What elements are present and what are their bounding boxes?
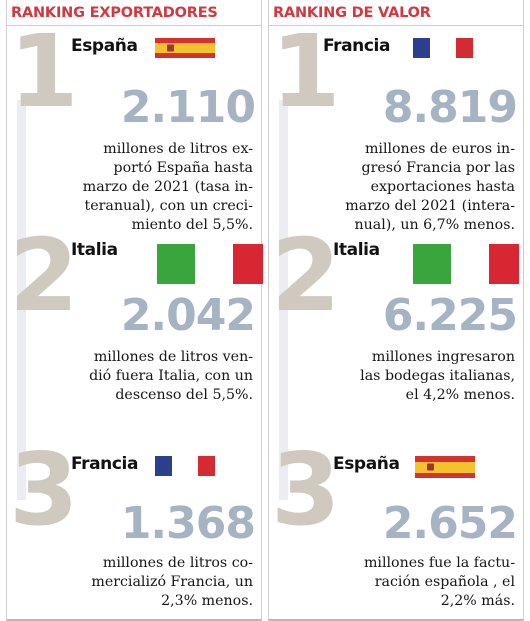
entry-description: millones de litros co- mercializó Franci…: [91, 555, 253, 609]
france-flag-icon: [155, 456, 215, 476]
column-header: RANKING DE VALOR: [269, 2, 523, 26]
entry-description: millones de euros in- gresó Francia por …: [345, 141, 515, 233]
export-value: 1.368: [120, 498, 256, 549]
italy-flag-icon: [413, 244, 519, 284]
country-name: Italia: [71, 240, 118, 260]
rank-number: 2: [9, 217, 79, 334]
export-value: 2.110: [120, 82, 256, 133]
spain-flag-icon: [415, 456, 475, 478]
country-name: Italia: [333, 240, 380, 260]
entry-description: millones de litros ex- portó España hast…: [82, 141, 253, 233]
decorative-stripe: [17, 100, 26, 500]
value-amount: 2.652: [382, 498, 518, 549]
entry-description: millones de litros ven- dió fuera Italia…: [89, 349, 253, 403]
rank-number: 3: [271, 431, 341, 548]
value-amount: 6.225: [382, 290, 518, 341]
country-name: Francia: [323, 36, 391, 56]
entry-description: millones fue la factu- ración española ,…: [363, 555, 515, 609]
ranking-entry: 1 Francia 8.819 millones de euros in- gr…: [269, 22, 523, 234]
rank-number: 1: [9, 13, 79, 130]
ranking-entry: 3 Francia 1.368 millones de litros co- m…: [7, 440, 261, 618]
ranking-entry: 1 España 2.110 millones de litros ex- po…: [7, 22, 261, 234]
entry-description: millones ingresaron las bodegas italiana…: [360, 349, 515, 403]
column-header: RANKING EXPORTADORES: [7, 2, 261, 26]
rank-number: 1: [271, 13, 341, 130]
spain-flag-icon: [155, 38, 215, 58]
italy-flag-icon: [157, 244, 263, 284]
rank-number: 2: [271, 217, 341, 334]
ranking-exportadores-column: RANKING EXPORTADORES 1 España 2.110 mill…: [6, 0, 263, 621]
france-flag-icon: [413, 38, 473, 58]
country-name: Francia: [71, 454, 139, 474]
export-value: 2.042: [120, 290, 256, 341]
rank-number: 3: [9, 431, 79, 548]
value-amount: 8.819: [382, 82, 518, 133]
decorative-stripe: [279, 100, 288, 500]
ranking-entry: 3 España 2.652 millones fue la factu- ra…: [269, 440, 523, 618]
ranking-entry: 2 Italia 6.225 millones ingresaron las b…: [269, 226, 523, 424]
country-name: España: [71, 36, 138, 56]
ranking-entry: 2 Italia 2.042 millones de litros ven- d…: [7, 226, 263, 424]
ranking-de-valor-column: RANKING DE VALOR 1 Francia 8.819 millone…: [268, 0, 524, 621]
country-name: España: [333, 454, 400, 474]
